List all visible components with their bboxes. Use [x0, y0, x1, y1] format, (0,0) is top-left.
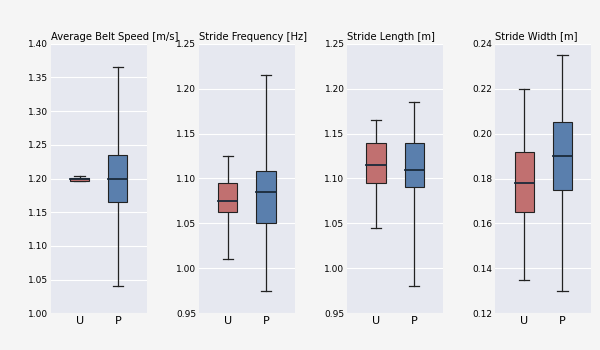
Bar	[404, 142, 424, 188]
Bar	[553, 122, 572, 190]
Bar	[367, 142, 386, 183]
Text: Stride Width [m]: Stride Width [m]	[496, 32, 578, 42]
Bar	[515, 152, 533, 212]
Bar	[70, 178, 89, 181]
Text: Stride Length [m]: Stride Length [m]	[347, 32, 435, 42]
Bar	[218, 183, 238, 212]
Bar	[256, 171, 275, 223]
Bar	[109, 155, 127, 202]
Text: Average Belt Speed [m/s]: Average Belt Speed [m/s]	[51, 32, 178, 42]
Text: Stride Frequency [Hz]: Stride Frequency [Hz]	[199, 32, 307, 42]
